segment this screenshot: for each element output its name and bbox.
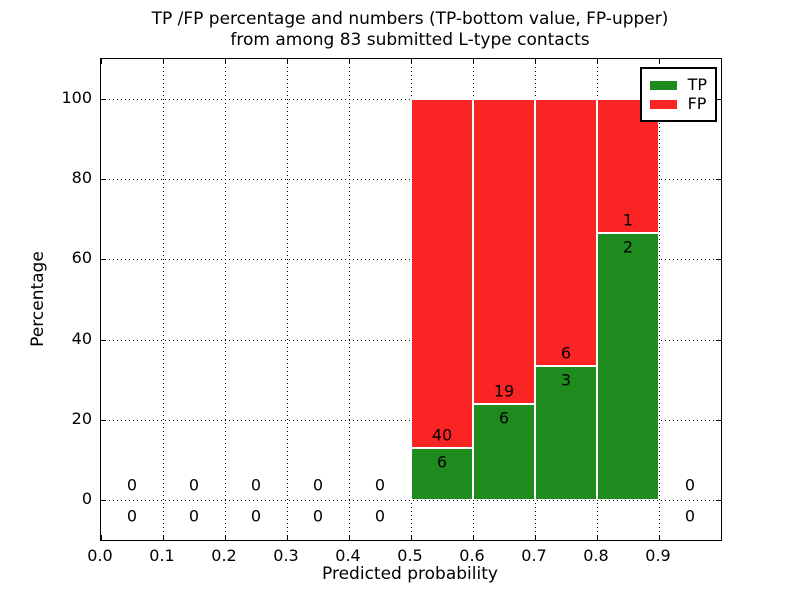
zero-tp-count-label: 0	[312, 506, 324, 526]
zero-fp-count-label: 0	[250, 475, 262, 495]
y-tick-mark-left	[101, 499, 106, 501]
zero-fp-count-label: 0	[684, 475, 696, 495]
bar-fp-segment	[411, 99, 473, 448]
x-tick-label: 0.1	[149, 546, 175, 565]
y-tick-label: 20	[71, 408, 92, 428]
x-tick-mark-top	[659, 59, 660, 64]
zero-tp-count-label: 0	[374, 506, 386, 526]
x-tick-label: 0.8	[583, 546, 609, 565]
y-tick-mark-right	[716, 339, 721, 341]
x-axis-label: Predicted probability	[322, 564, 498, 584]
x-tick-mark-top	[535, 59, 536, 64]
y-tick-label: 40	[71, 328, 92, 348]
zero-tp-count-label: 0	[188, 506, 200, 526]
fp-count-label: 6	[560, 343, 572, 363]
x-tick-mark-bottom	[349, 535, 350, 540]
bar-tp-segment	[597, 232, 659, 500]
zero-tp-count-label: 0	[250, 506, 262, 526]
chart-title-line1: TP /FP percentage and numbers (TP-bottom…	[151, 9, 669, 29]
gridline-vertical	[349, 59, 350, 540]
gridline-vertical	[659, 59, 660, 540]
y-tick-mark-right	[716, 179, 721, 181]
y-tick-mark-left	[101, 259, 106, 261]
legend-label-fp: FP	[687, 94, 707, 113]
legend-item-tp: TP	[649, 75, 707, 94]
fp-count-label: 1	[622, 210, 634, 230]
x-tick-mark-top	[225, 59, 226, 64]
y-tick-mark-right	[716, 259, 721, 261]
y-tick-mark-right	[716, 419, 721, 421]
gridline-horizontal	[101, 499, 721, 501]
bar-fp-segment	[535, 99, 597, 367]
legend-item-fp: FP	[649, 94, 707, 113]
chart-title: TP /FP percentage and numbers (TP-bottom…	[100, 9, 720, 51]
zero-tp-count-label: 0	[684, 506, 696, 526]
x-tick-mark-top	[287, 59, 288, 64]
x-tick-mark-top	[163, 59, 164, 64]
tp-count-label: 6	[498, 408, 510, 428]
fp-count-label: 19	[493, 381, 515, 401]
tp-color-swatch	[649, 80, 677, 90]
x-tick-mark-top	[411, 59, 412, 64]
chart-title-line2: from among 83 submitted L-type contacts	[230, 30, 590, 50]
tp-count-label: 6	[436, 452, 448, 472]
zero-fp-count-label: 0	[188, 475, 200, 495]
bar-tp-segment	[473, 403, 535, 500]
y-tick-mark-right	[716, 499, 721, 501]
zero-fp-count-label: 0	[312, 475, 324, 495]
x-tick-mark-bottom	[287, 535, 288, 540]
zero-fp-count-label: 0	[126, 475, 138, 495]
x-tick-label: 0.2	[211, 546, 237, 565]
x-tick-mark-bottom	[659, 535, 660, 540]
y-tick-mark-left	[101, 179, 106, 181]
legend-label-tp: TP	[687, 75, 707, 94]
bar-fp-segment	[473, 99, 535, 404]
x-tick-mark-top	[597, 59, 598, 64]
fp-count-label: 40	[431, 425, 453, 445]
tp-count-label: 2	[622, 237, 634, 257]
x-tick-label: 0.7	[521, 546, 547, 565]
y-tick-mark-left	[101, 419, 106, 421]
x-tick-mark-bottom	[225, 535, 226, 540]
y-tick-mark-right	[716, 99, 721, 101]
tp-count-label: 3	[560, 370, 572, 390]
y-tick-label: 100	[61, 88, 92, 108]
gridline-vertical	[287, 59, 288, 540]
y-tick-label: 80	[71, 168, 92, 188]
x-tick-label: 0.0	[87, 546, 113, 565]
bar-tp-segment	[535, 366, 597, 500]
x-tick-mark-bottom	[473, 535, 474, 540]
x-tick-mark-top	[473, 59, 474, 64]
x-tick-label: 0.4	[335, 546, 361, 565]
y-tick-label: 60	[71, 248, 92, 268]
x-tick-label: 0.6	[459, 546, 485, 565]
x-tick-label: 0.5	[397, 546, 423, 565]
legend: TP FP	[639, 67, 717, 122]
y-axis-label: Percentage	[28, 251, 48, 347]
y-tick-label: 0	[81, 488, 92, 508]
x-tick-label: 0.9	[645, 546, 671, 565]
plot-area: 40 6 19 6 6 3 1 2 0 0 0 0 0 0 0 0 0 0 0 0 TP FP	[100, 58, 722, 541]
gridline-vertical	[163, 59, 164, 540]
zero-fp-count-label: 0	[374, 475, 386, 495]
x-tick-mark-bottom	[101, 535, 102, 540]
x-tick-mark-bottom	[597, 535, 598, 540]
x-tick-mark-bottom	[411, 535, 412, 540]
x-tick-mark-bottom	[163, 535, 164, 540]
x-tick-mark-top	[101, 59, 102, 64]
y-tick-mark-left	[101, 339, 106, 341]
y-tick-mark-left	[101, 99, 106, 101]
x-tick-mark-top	[349, 59, 350, 64]
x-tick-mark-bottom	[535, 535, 536, 540]
fp-color-swatch	[649, 99, 677, 109]
bar-tp-segment	[411, 447, 473, 500]
gridline-vertical	[225, 59, 226, 540]
x-tick-label: 0.3	[273, 546, 299, 565]
zero-tp-count-label: 0	[126, 506, 138, 526]
